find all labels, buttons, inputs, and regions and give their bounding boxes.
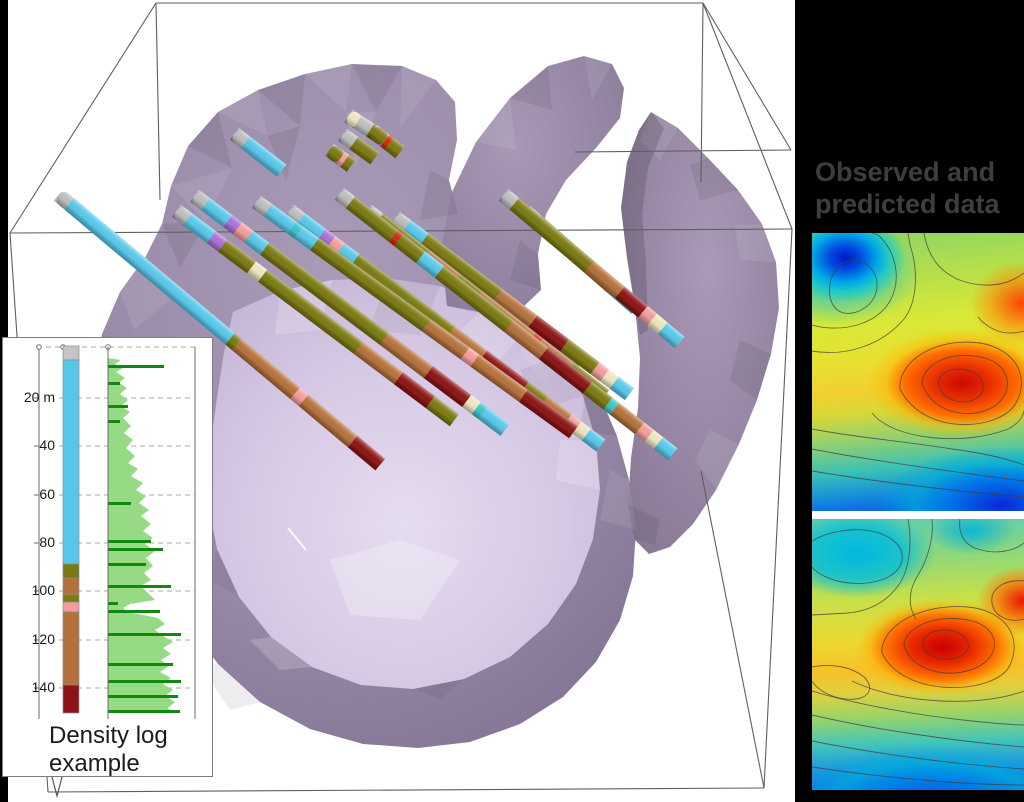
panel-title-line1: Observed and [815, 157, 996, 187]
density-log-chart [34, 344, 197, 719]
observed-data-map [812, 233, 1024, 511]
borehole [251, 195, 578, 439]
density-log-panel: 20 m 40 60 80 100 120 140 Density log ex… [2, 337, 213, 777]
borehole [229, 127, 287, 177]
panel-title-line2: predicted data [815, 189, 1000, 219]
depth-tick-label: 40 [39, 437, 55, 453]
map-divider [812, 511, 1024, 519]
depth-tick-label: 60 [39, 486, 55, 502]
borehole [189, 189, 510, 436]
borehole [498, 188, 685, 349]
panel-title: Observed and predicted data [815, 156, 1024, 220]
borehole [390, 211, 634, 401]
density-log-caption-line1: Density log [49, 722, 168, 749]
predicted-contour-lines [812, 519, 1024, 786]
depth-tick-label: 20 m [23, 389, 55, 405]
predicted-data-map [812, 519, 1024, 790]
depth-tick-label: 120 [31, 631, 55, 647]
borehole [53, 188, 386, 471]
borehole-cluster [53, 109, 685, 471]
borehole [334, 187, 678, 461]
callout-pointer [51, 776, 63, 799]
borehole [337, 128, 380, 165]
lithology-column [62, 345, 80, 714]
borehole [367, 124, 405, 159]
depth-tick-label: 80 [39, 534, 55, 550]
observed-predicted-panel: Observed and predicted data [795, 0, 1024, 802]
density-log-caption-line2: example [49, 750, 140, 777]
observed-contour-lines [812, 233, 1024, 498]
borehole [171, 204, 459, 427]
borehole [324, 143, 356, 172]
depth-tick-label: 100 [31, 582, 55, 598]
depth-tick-label: 140 [31, 679, 55, 695]
density-curve [107, 347, 181, 713]
